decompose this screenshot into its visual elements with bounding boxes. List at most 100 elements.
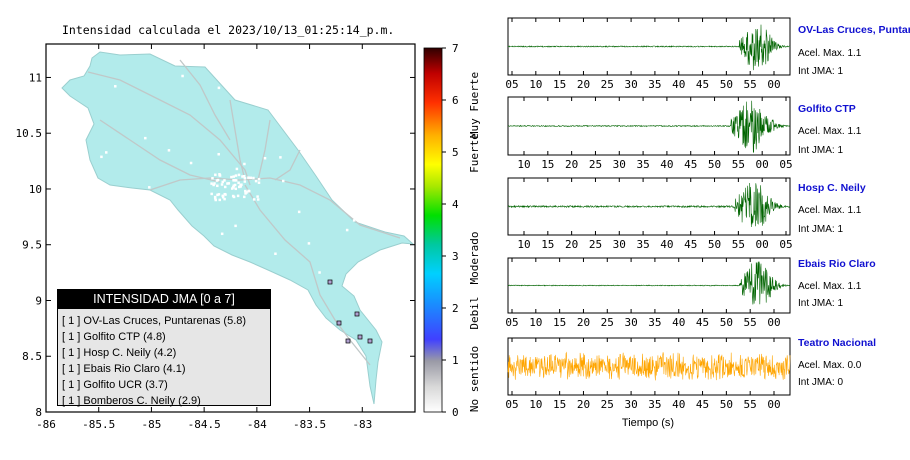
waveform-panel: 05 10 15 20 25 30 35 40 45 50 55 00 bbox=[505, 257, 791, 329]
x-tick-label: -85.5 bbox=[82, 418, 115, 431]
station-acel: Acel. Max. 0.0 bbox=[798, 360, 862, 371]
road-line bbox=[274, 149, 301, 181]
road-line bbox=[179, 59, 231, 141]
town-dot bbox=[218, 198, 222, 202]
town-dot bbox=[233, 179, 237, 182]
time-tick-label: 10 bbox=[517, 238, 530, 251]
time-tick-label: 30 bbox=[624, 316, 637, 329]
time-tick-label: 55 bbox=[744, 78, 757, 91]
time-tick-label: 00 bbox=[767, 78, 780, 91]
time-tick-label: 25 bbox=[601, 398, 614, 411]
time-tick-label: 05 bbox=[505, 316, 518, 329]
x-tick-label: -85 bbox=[141, 418, 161, 431]
time-tick-label: 25 bbox=[589, 158, 602, 171]
town-dot bbox=[281, 179, 285, 183]
town-dot bbox=[241, 175, 244, 178]
y-tick-label: 8.5 bbox=[22, 350, 42, 363]
colorbar-tick-label: 5 bbox=[452, 146, 459, 159]
town-dot bbox=[236, 194, 240, 198]
town-dot bbox=[235, 167, 239, 171]
x-tick-label: -84 bbox=[247, 418, 267, 431]
time-tick-label: 40 bbox=[672, 316, 685, 329]
time-tick-label: 15 bbox=[553, 316, 566, 329]
town-dot bbox=[263, 156, 267, 160]
time-tick-label: 50 bbox=[720, 316, 733, 329]
town-dot bbox=[247, 176, 250, 179]
y-tick-label: 10 bbox=[29, 183, 42, 196]
station-name: Ebais Rio Claro bbox=[798, 258, 876, 270]
town-dot bbox=[223, 179, 226, 182]
station-marker bbox=[336, 320, 342, 326]
town-dot bbox=[297, 210, 301, 214]
town-dot bbox=[216, 184, 219, 188]
waveform-panel: 10 15 20 25 30 35 40 45 50 55 00 05 bbox=[507, 177, 793, 251]
time-tick-label: 25 bbox=[601, 78, 614, 91]
colorbar-label-muy-fuerte: Muy Fuerte bbox=[468, 72, 481, 138]
time-tick-label: 35 bbox=[636, 158, 649, 171]
road-line bbox=[149, 177, 401, 239]
time-tick-label: 45 bbox=[696, 316, 709, 329]
waveform-trace bbox=[507, 24, 791, 71]
time-tick-label: 30 bbox=[624, 398, 637, 411]
time-tick-label: 10 bbox=[517, 158, 530, 171]
waveform-trace bbox=[507, 351, 791, 381]
town-dot bbox=[286, 107, 289, 110]
town-dot bbox=[234, 174, 238, 177]
colorbar-label-moderado: Moderado bbox=[468, 232, 481, 285]
town-dot bbox=[214, 173, 217, 177]
x-tick-label: -83 bbox=[352, 418, 372, 431]
town-dot bbox=[307, 242, 311, 245]
roads-layer bbox=[87, 59, 401, 366]
town-dot bbox=[274, 252, 277, 255]
colorbar-tick-label: 2 bbox=[452, 302, 459, 315]
town-dot bbox=[216, 178, 220, 182]
station-marker bbox=[345, 338, 351, 344]
town-dot bbox=[98, 202, 102, 205]
time-tick-label: 55 bbox=[744, 316, 757, 329]
town-dot bbox=[233, 183, 237, 187]
x-tick-label: -86 bbox=[36, 418, 56, 431]
time-tick-label: 50 bbox=[708, 158, 721, 171]
town-dot bbox=[330, 109, 334, 112]
road-line bbox=[229, 99, 246, 181]
town-dot bbox=[218, 173, 221, 176]
town-dot bbox=[223, 197, 226, 201]
time-tick-label: 00 bbox=[756, 158, 769, 171]
town-dot bbox=[239, 185, 242, 188]
time-tick-label: 00 bbox=[767, 316, 780, 329]
road-line bbox=[99, 119, 221, 183]
road-line bbox=[244, 184, 371, 366]
time-tick-label: 55 bbox=[732, 238, 745, 251]
town-dot bbox=[143, 214, 146, 218]
time-axis-label: Tiempo (s) bbox=[622, 417, 674, 429]
legend-row: [ 1 ] Golfito CTP (4.8) bbox=[62, 331, 166, 343]
town-dot bbox=[217, 152, 220, 156]
town-dot bbox=[221, 195, 225, 199]
town-dot bbox=[247, 189, 250, 193]
time-tick-label: 20 bbox=[565, 238, 578, 251]
waveform-panels: 05 10 15 20 25 30 35 40 45 50 55 00 10 15 20 25 30 35 40 45… bbox=[505, 17, 793, 411]
time-tick-label: 50 bbox=[708, 238, 721, 251]
time-tick-label: 55 bbox=[732, 158, 745, 171]
town-dot bbox=[210, 182, 213, 185]
station-int: Int JMA: 1 bbox=[798, 224, 844, 235]
town-dot bbox=[221, 194, 224, 198]
road-line bbox=[257, 119, 271, 181]
time-tick-label: 15 bbox=[553, 78, 566, 91]
town-dot bbox=[226, 182, 229, 185]
town-dot bbox=[256, 198, 260, 201]
time-tick-label: 35 bbox=[648, 316, 661, 329]
intensity-colorbar: 7 6 5 4 3 2 1 0 Muy Fuerte Fuerte Moderado Debi… bbox=[423, 42, 481, 419]
time-tick-label: 20 bbox=[565, 158, 578, 171]
station-markers bbox=[327, 279, 373, 344]
town-dot bbox=[238, 185, 241, 189]
town-dot bbox=[216, 193, 219, 197]
time-tick-label: 30 bbox=[624, 78, 637, 91]
town-dot bbox=[254, 179, 258, 183]
colorbar-tick-label: 7 bbox=[452, 42, 459, 55]
station-name: Teatro Nacional bbox=[798, 337, 876, 349]
time-tick-label: 40 bbox=[660, 158, 673, 171]
town-dot bbox=[214, 198, 217, 202]
town-dot bbox=[211, 177, 214, 180]
time-tick-label: 00 bbox=[767, 398, 780, 411]
